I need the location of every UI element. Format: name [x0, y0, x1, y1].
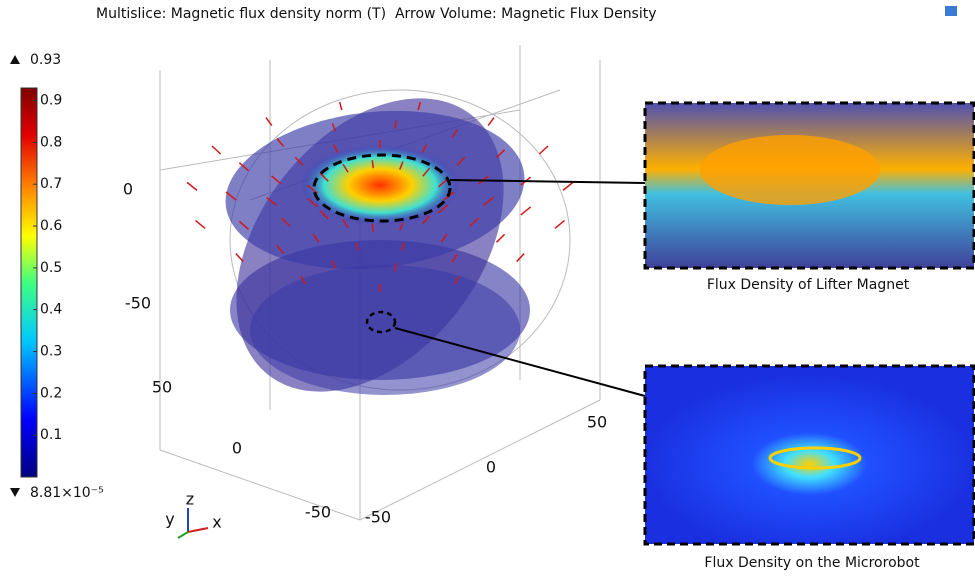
axis-tick-label: 0 — [123, 180, 133, 199]
colorbar-tick-label: 0.8 — [40, 134, 62, 150]
colorbar-tick-label: 0.4 — [40, 302, 62, 318]
colorbar-tick-label: 0.6 — [40, 218, 62, 234]
colorbar-tick-label: 0.5 — [40, 260, 62, 276]
colorbar-tick-label: 0.9 — [40, 93, 62, 109]
scene — [159, 45, 975, 546]
inset-caption: Flux Density on the Microrobot — [704, 555, 920, 571]
colorbar-max: 0.93 — [30, 52, 61, 68]
title: Multislice: Magnetic flux density norm (… — [96, 6, 657, 22]
triad-label: x — [212, 513, 221, 532]
colorbar-min: 8.81×10⁻⁵ — [30, 485, 104, 501]
max-marker — [10, 55, 20, 64]
triad-label: y — [165, 510, 174, 529]
colorbar-tick-label: 0.1 — [40, 427, 62, 443]
colorbar — [20, 87, 38, 478]
icon — [945, 6, 957, 16]
axis-triad — [177, 508, 209, 539]
axis-tick-label: 50 — [152, 378, 172, 397]
colorbar-tick-label: 0.7 — [40, 176, 62, 192]
axis-tick-label: -50 — [125, 294, 151, 313]
min-marker — [10, 488, 20, 497]
axis-tick-label: 0 — [486, 458, 496, 477]
axis-tick-label: -50 — [365, 508, 391, 527]
colorbar-tick-label: 0.3 — [40, 344, 62, 360]
axis-tick-label: 0 — [232, 439, 242, 458]
axis-tick-label: 50 — [587, 413, 607, 432]
axis-tick-label: -50 — [305, 503, 331, 522]
triad-label: z — [186, 490, 194, 509]
inset-caption: Flux Density of Lifter Magnet — [707, 277, 910, 293]
colorbar-tick-label: 0.2 — [40, 385, 62, 401]
